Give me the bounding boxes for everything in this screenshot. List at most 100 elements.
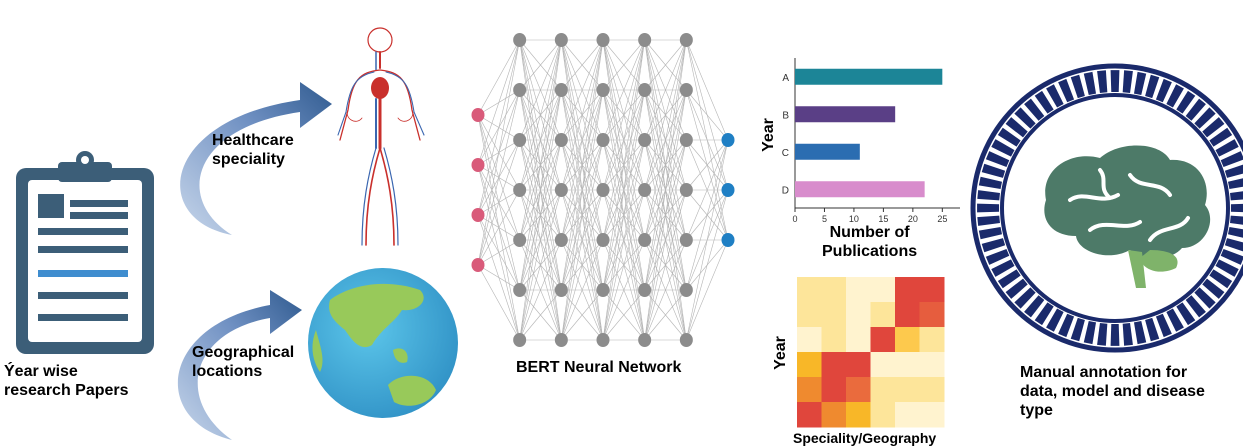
- ring-segment: [1145, 317, 1160, 342]
- network-edge: [519, 139, 562, 341]
- bar-x-tick-label: 0: [792, 214, 797, 224]
- ring-segment: [1034, 302, 1054, 326]
- network-edge: [519, 39, 562, 191]
- network-edge: [602, 89, 645, 341]
- heatmap-cell: [821, 352, 847, 378]
- bar-category-label: D: [782, 185, 789, 196]
- network-edge: [686, 239, 729, 341]
- heatmap-cell: [919, 352, 945, 378]
- heatmap-cell: [870, 402, 896, 428]
- hidden-node: [679, 333, 693, 347]
- hidden-node: [679, 283, 693, 297]
- network-edge: [686, 39, 729, 141]
- bar-x-tick-label: 20: [908, 214, 918, 224]
- ring-segment: [1215, 139, 1239, 157]
- network-edge: [519, 39, 562, 91]
- ring-segment: [1110, 70, 1120, 93]
- ring-segment: [1122, 323, 1133, 346]
- hidden-node: [638, 283, 652, 297]
- heatmap-cell: [846, 277, 871, 303]
- bar-x-axis-label: Number of Publications: [822, 224, 918, 260]
- network-edge: [686, 189, 729, 341]
- network-edge: [477, 264, 520, 341]
- ring-segment: [1122, 70, 1133, 93]
- hidden-node: [513, 133, 527, 147]
- heatmap-cell: [846, 402, 871, 428]
- network-edge: [477, 264, 520, 291]
- ring-segment: [1209, 127, 1233, 147]
- network-edge: [602, 189, 645, 341]
- ring-segment: [985, 151, 1010, 168]
- hidden-node: [638, 83, 652, 97]
- network-edge: [561, 39, 604, 91]
- heatmap-cell: [895, 377, 920, 403]
- network-edge: [561, 39, 604, 291]
- network-edge: [477, 189, 520, 266]
- ring-segment: [1097, 323, 1108, 346]
- network-edge: [602, 39, 645, 291]
- papers-label: Ýear wise research Papers: [4, 363, 129, 399]
- ring-segment: [985, 248, 1010, 265]
- ring-segment: [997, 269, 1021, 289]
- network-edge: [477, 39, 520, 266]
- network-edge: [686, 139, 729, 241]
- network-edge: [477, 39, 520, 166]
- hidden-node: [679, 183, 693, 197]
- heatmap-cell: [797, 377, 822, 403]
- network-edge: [602, 39, 645, 141]
- heatmap-cell: [821, 402, 847, 428]
- ring-segment: [1046, 308, 1064, 332]
- network-edge: [561, 39, 604, 241]
- bar-category-label: C: [782, 148, 789, 159]
- network-edge: [644, 239, 687, 341]
- ring-segment: [977, 203, 1000, 213]
- heatmap-y-axis-label: Year: [771, 336, 789, 370]
- network-edge: [602, 39, 645, 191]
- hidden-node: [554, 33, 568, 47]
- arrow-to-healthcare: [180, 82, 332, 235]
- network-edge: [644, 39, 687, 241]
- network-edge: [477, 39, 520, 216]
- network-edge: [519, 39, 562, 241]
- healthcare-label: Healthcare speciality: [212, 132, 294, 168]
- network-edge: [477, 139, 520, 266]
- ring-segment: [1133, 320, 1147, 345]
- ring-segment: [1046, 84, 1064, 108]
- network-edge: [477, 39, 520, 116]
- bar: [795, 143, 860, 160]
- ring-segment: [1194, 287, 1216, 309]
- network-edge: [561, 189, 604, 341]
- ring-segment: [977, 215, 1000, 226]
- ring-segment: [1230, 203, 1243, 213]
- network-edge: [644, 139, 687, 341]
- heatmap-cell: [919, 402, 945, 428]
- network-edge: [519, 239, 562, 341]
- ring-segment: [981, 163, 1006, 178]
- hidden-node: [679, 83, 693, 97]
- network-edge: [602, 139, 645, 341]
- circulatory-system-icon: [337, 27, 425, 246]
- heatmap-cell: [895, 327, 920, 353]
- geographical-label: Geographical locations: [192, 344, 295, 380]
- network-edge: [477, 89, 520, 266]
- network-edge: [644, 39, 687, 91]
- ring-segment: [1024, 295, 1045, 318]
- ring-segment: [1014, 287, 1036, 309]
- network-edge: [644, 89, 687, 341]
- network-edge: [561, 39, 604, 191]
- hidden-node: [638, 333, 652, 347]
- heatmap-cell: [919, 277, 945, 303]
- heatmap-cell: [797, 277, 822, 303]
- heatmap-cell: [895, 402, 920, 428]
- hidden-node: [679, 133, 693, 147]
- ring-inner: [1000, 93, 1230, 323]
- network-edge: [686, 139, 729, 191]
- hidden-node: [596, 283, 610, 297]
- bar-y-axis-label: Year: [759, 118, 777, 152]
- ring-segment: [991, 139, 1015, 157]
- hidden-node: [554, 283, 568, 297]
- heatmap-cell: [919, 302, 945, 328]
- bar: [795, 181, 925, 198]
- ring-segment: [1058, 78, 1075, 103]
